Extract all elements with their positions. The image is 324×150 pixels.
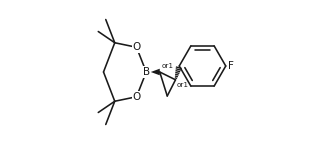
Text: F: F (228, 61, 234, 71)
Text: or1: or1 (162, 63, 174, 69)
Text: O: O (133, 92, 141, 102)
Text: or1: or1 (177, 82, 189, 88)
Text: O: O (133, 42, 141, 52)
Polygon shape (151, 69, 160, 75)
Text: B: B (143, 67, 150, 77)
